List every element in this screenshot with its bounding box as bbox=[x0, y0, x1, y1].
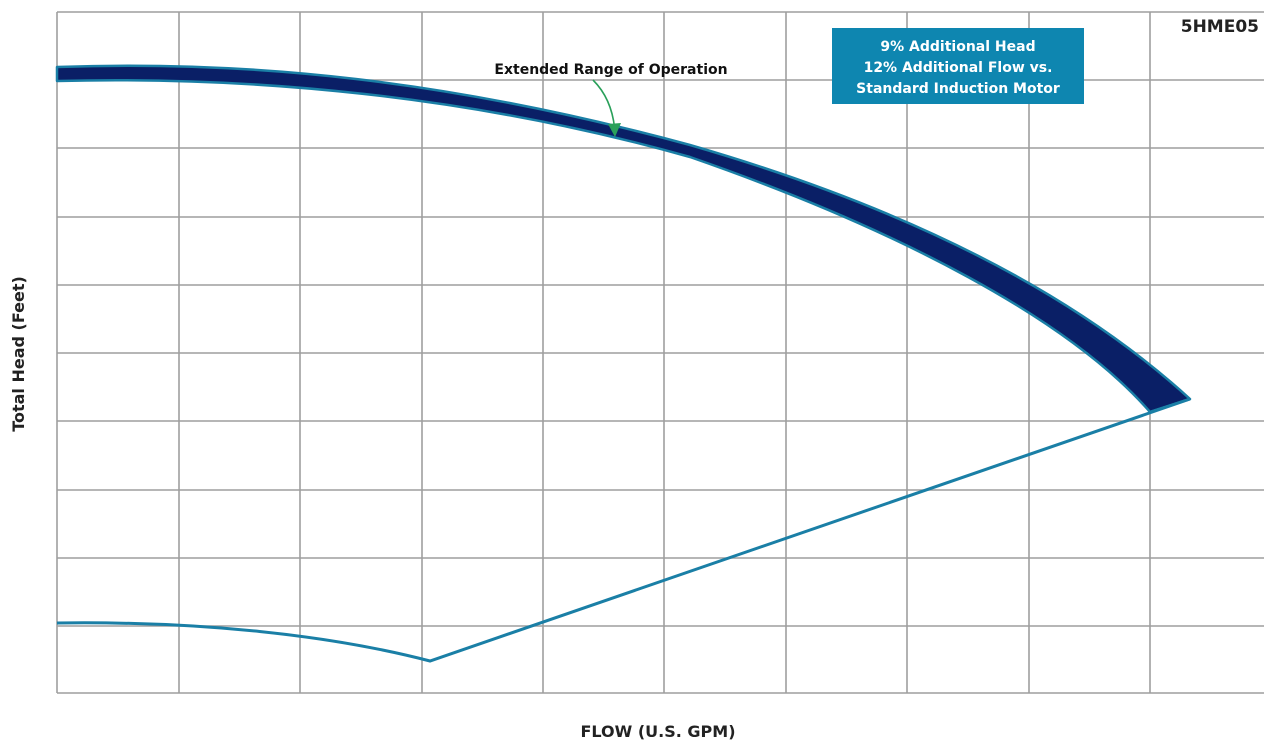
info-box-line-3: Standard Induction Motor bbox=[856, 81, 1060, 97]
band-tip-edge bbox=[1149, 397, 1191, 414]
annotation-label: Extended Range of Operation bbox=[494, 62, 727, 78]
extended-range-band bbox=[55, 64, 1192, 414]
info-box-line-1: 9% Additional Head bbox=[880, 39, 1035, 55]
annotation-extended-range: Extended Range of Operation bbox=[494, 62, 728, 137]
grid bbox=[56, 11, 1264, 694]
info-box-background bbox=[832, 28, 1084, 104]
info-box-line-2: 12% Additional Flow vs. bbox=[864, 60, 1053, 76]
curve-lines-layer bbox=[56, 397, 1191, 663]
arrow-head-icon bbox=[608, 123, 621, 137]
y-axis-label: Total Head (Feet) bbox=[9, 276, 28, 432]
lower-boundary-line bbox=[56, 397, 1191, 663]
x-axis-label: FLOW (U.S. GPM) bbox=[580, 722, 735, 741]
chart-title: 5HME05 bbox=[1181, 17, 1259, 37]
extended-range-band-layer bbox=[55, 64, 1192, 414]
info-box: 9% Additional Head 12% Additional Flow v… bbox=[832, 28, 1084, 104]
